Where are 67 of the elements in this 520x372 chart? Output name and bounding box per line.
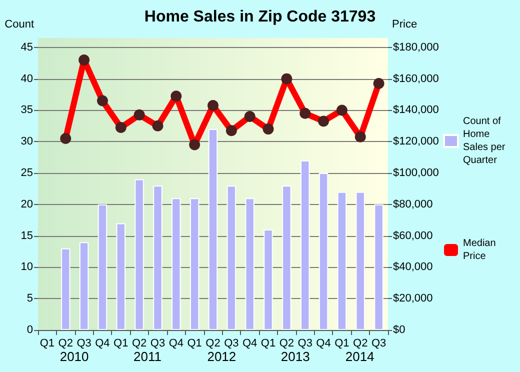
- x-tick-label: Q1: [114, 338, 128, 350]
- x-tick-label: Q2: [279, 338, 294, 350]
- y2-tick-label: $120,000: [393, 136, 439, 148]
- x-tick-label: Q1: [260, 338, 276, 350]
- x-tick-label: Q2: [353, 338, 368, 350]
- x-tick-label: Q3: [371, 338, 386, 350]
- bar: [245, 198, 254, 330]
- y2-tick-label: $140,000: [393, 104, 439, 116]
- x-tick-label: Q3: [76, 338, 92, 350]
- bar: [226, 186, 236, 330]
- bar: [98, 204, 108, 330]
- x-tick-label: Q1: [334, 338, 350, 350]
- bar: [318, 173, 328, 330]
- text: 2012: [207, 349, 236, 364]
- y2-tick-label: $80,000: [393, 198, 433, 210]
- x-tick-label: Q4: [168, 338, 184, 350]
- x-tick-label: Q1: [187, 338, 202, 350]
- y-tick-label: 0: [26, 324, 33, 336]
- y-axis-title: Count: [4, 18, 34, 30]
- y-tick-label: 25: [20, 167, 33, 180]
- bar: [190, 198, 200, 330]
- chart-title: Home Sales in Zip Code 31793: [144, 8, 376, 26]
- bar: [79, 242, 89, 330]
- bar: [374, 204, 384, 330]
- y2-tick-label: $60,000: [393, 230, 433, 242]
- y-tick-label: 30: [20, 136, 33, 148]
- y2-tick-label: $0: [393, 324, 406, 336]
- legend-label: Count of Home Sales per Quarter: [463, 116, 508, 166]
- y2-tick-label: $100,000: [393, 167, 439, 180]
- bar: [153, 186, 162, 330]
- y-tick-label: 40: [20, 72, 33, 85]
- x-tick-label: Q4: [95, 338, 110, 350]
- text: 2011: [134, 349, 162, 364]
- bar: [61, 248, 70, 330]
- y-tick-label: 15: [20, 230, 33, 242]
- x-tick-label: Q3: [298, 338, 312, 350]
- x-tick-label: Q3: [224, 338, 239, 350]
- bar: [172, 198, 181, 330]
- y2-tick-label: $180,000: [393, 41, 439, 54]
- text: 2013: [280, 349, 310, 364]
- y-tick-label: 10: [20, 261, 33, 274]
- y2-tick-label: $160,000: [393, 72, 439, 85]
- x-tick-label: Q4: [316, 338, 331, 350]
- bar: [264, 230, 273, 330]
- y2-tick-label: $20,000: [393, 292, 433, 305]
- text: 2014: [345, 349, 374, 364]
- bar: [337, 192, 347, 330]
- x-tick-label: Q2: [206, 338, 220, 350]
- y-tick-label: 45: [20, 41, 33, 54]
- y2-tick-label: $40,000: [393, 261, 433, 274]
- x-tick-label: Q4: [242, 338, 258, 350]
- bar: [356, 192, 365, 330]
- x-tick-label: Q2: [58, 338, 73, 350]
- y2-axis-title: Price: [392, 18, 418, 30]
- y-tick-label: 5: [26, 292, 33, 305]
- bar: [300, 160, 310, 330]
- bar: [116, 223, 126, 330]
- x-tick-label: Q2: [132, 338, 147, 350]
- bar: [134, 179, 144, 330]
- x-tick-label: Q1: [40, 338, 55, 350]
- bar: [208, 129, 218, 330]
- text: 2010: [60, 349, 89, 364]
- y-tick-label: 35: [20, 104, 33, 116]
- y-tick-label: 20: [20, 198, 33, 210]
- x-tick-label: Q3: [150, 338, 166, 350]
- legend-label: Median Price: [463, 238, 499, 262]
- bar: [282, 186, 292, 330]
